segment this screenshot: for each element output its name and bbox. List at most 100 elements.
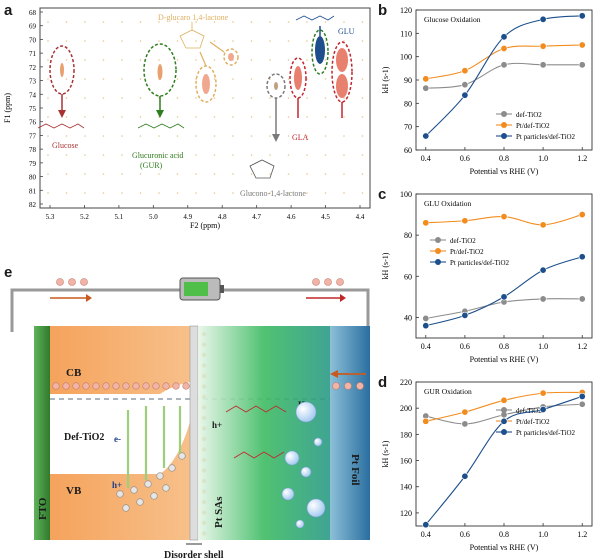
x-tick-label: 0.8 bbox=[499, 154, 509, 163]
plot-frame bbox=[415, 9, 593, 151]
nmr-noise-dot bbox=[47, 154, 49, 156]
nmr-noise-dot bbox=[269, 21, 271, 23]
data-point bbox=[578, 211, 586, 219]
nmr-noise-dot bbox=[176, 40, 179, 42]
nmr-noise-dot bbox=[361, 21, 364, 23]
y-tick-label: 110 bbox=[400, 29, 412, 38]
data-point bbox=[461, 67, 469, 75]
nmr-noise-dot bbox=[47, 40, 49, 42]
glucono-structure bbox=[249, 159, 275, 179]
nmr-noise-dot bbox=[361, 40, 364, 42]
nmr-noise-dot bbox=[47, 78, 49, 80]
glucaro-peak-1 bbox=[202, 74, 210, 94]
fto-layer bbox=[34, 326, 50, 540]
nmr-noise-dot bbox=[343, 135, 345, 137]
nmr-noise-dot bbox=[158, 59, 160, 61]
gla-peak-3 bbox=[336, 74, 348, 98]
y-tick-label: 120 bbox=[400, 6, 412, 15]
gur-peak-circle bbox=[143, 43, 177, 97]
legend-marker bbox=[501, 111, 507, 117]
nmr-noise-dot bbox=[287, 192, 290, 194]
nmr-noise-dot bbox=[361, 97, 364, 99]
gla-label: GLA bbox=[292, 133, 309, 142]
nmr-spectrum: 68 69 70 71 72 73 74 75 76 77 78 79 80 81 82 5.3 5.2 5.1… bbox=[3, 7, 371, 230]
x-axis-label: Potential vs RHE (V) bbox=[470, 543, 539, 552]
excitation-arrows bbox=[126, 406, 182, 488]
vb-hole bbox=[168, 464, 176, 472]
legend-label: def-TiO2 bbox=[516, 407, 542, 415]
nmr-noise-dot bbox=[269, 40, 271, 42]
nmr-y-tick-label: 69 bbox=[29, 23, 37, 31]
nmr-noise-dot bbox=[232, 21, 234, 23]
data-point bbox=[461, 311, 469, 319]
nmr-noise-dot bbox=[102, 59, 105, 61]
nmr-noise-dot bbox=[176, 116, 179, 118]
nmr-x-tick-label: 4.9 bbox=[183, 213, 192, 221]
vb-hole bbox=[130, 486, 138, 494]
cb-electron bbox=[72, 382, 80, 390]
panel-label-c: c bbox=[378, 186, 387, 203]
nmr-noise-dot bbox=[84, 59, 86, 61]
glucono-label: Glucono-1,4-lactone bbox=[240, 189, 306, 198]
y-tick-label: 100 bbox=[400, 53, 412, 62]
nmr-noise-dot bbox=[139, 59, 142, 61]
nmr-y-tick-label: 79 bbox=[29, 160, 37, 168]
nmr-noise-dot bbox=[343, 116, 345, 118]
pt-foil bbox=[330, 326, 370, 540]
nmr-y-tick-label: 76 bbox=[29, 119, 37, 127]
nmr-noise-dot bbox=[361, 154, 364, 156]
nmr-noise-dot bbox=[306, 40, 308, 42]
nmr-noise-dot bbox=[47, 192, 49, 194]
panel-label-a: a bbox=[4, 2, 13, 19]
nmr-y-tick-label: 75 bbox=[29, 105, 37, 113]
nmr-noise-dot bbox=[324, 154, 327, 156]
nmr-noise-dot bbox=[324, 173, 327, 175]
nmr-noise-dot bbox=[250, 173, 253, 175]
data-point bbox=[422, 314, 430, 322]
nmr-noise-dot bbox=[306, 154, 308, 156]
nmr-noise-dot bbox=[158, 192, 160, 194]
glu-label: GLU bbox=[338, 27, 355, 36]
nmr-x-tick-label: 5.2 bbox=[80, 213, 89, 221]
nmr-noise-dot bbox=[84, 78, 86, 80]
data-point bbox=[539, 405, 547, 413]
y-tick-label: 180 bbox=[400, 430, 412, 439]
nmr-noise-dot bbox=[287, 97, 290, 99]
data-point bbox=[578, 253, 586, 261]
gla-peak-circle-2 bbox=[331, 41, 353, 103]
nmr-noise-dot bbox=[121, 116, 123, 118]
data-point bbox=[422, 84, 430, 92]
nmr-noise-dot bbox=[361, 135, 364, 137]
gur-structure bbox=[137, 123, 185, 129]
glucono-group: Glucono-1,4-lactone bbox=[240, 73, 306, 198]
x-tick-label: 0.6 bbox=[460, 154, 470, 163]
y-axis-label: kH (s-1) bbox=[381, 66, 390, 93]
x-tick-label: 0.6 bbox=[460, 342, 470, 351]
nmr-noise-dot bbox=[343, 192, 345, 194]
data-point bbox=[539, 221, 547, 229]
chart-title: GLU Oxidation bbox=[424, 199, 472, 208]
nmr-noise-dot bbox=[121, 59, 123, 61]
data-point bbox=[461, 81, 469, 89]
nmr-noise-dot bbox=[269, 192, 271, 194]
nmr-noise-dot bbox=[65, 21, 68, 23]
x-tick-label: 1.0 bbox=[538, 154, 548, 163]
nmr-noise-dot bbox=[84, 97, 86, 99]
nmr-noise-dot bbox=[361, 78, 364, 80]
nmr-noise-dot bbox=[213, 154, 216, 156]
nmr-noise-dot bbox=[176, 21, 179, 23]
data-point bbox=[422, 521, 430, 529]
nmr-noise-dot bbox=[250, 59, 253, 61]
nmr-y-tick-label: 68 bbox=[29, 9, 37, 17]
gur-label-line1: Glucuronic acid bbox=[132, 151, 183, 160]
nmr-noise-dot bbox=[121, 192, 123, 194]
nmr-y-tick-label: 74 bbox=[29, 91, 37, 99]
y-axis-label: kH (s-1) bbox=[381, 252, 390, 279]
y-tick-label: 120 bbox=[400, 509, 412, 518]
nmr-x-tick-label: 5.3 bbox=[46, 213, 55, 221]
nmr-noise-dot bbox=[176, 135, 179, 137]
nmr-noise-dot bbox=[306, 173, 308, 175]
legend-marker bbox=[501, 133, 507, 139]
nmr-x-tick-label: 4.4 bbox=[356, 213, 365, 221]
data-point bbox=[539, 61, 547, 69]
